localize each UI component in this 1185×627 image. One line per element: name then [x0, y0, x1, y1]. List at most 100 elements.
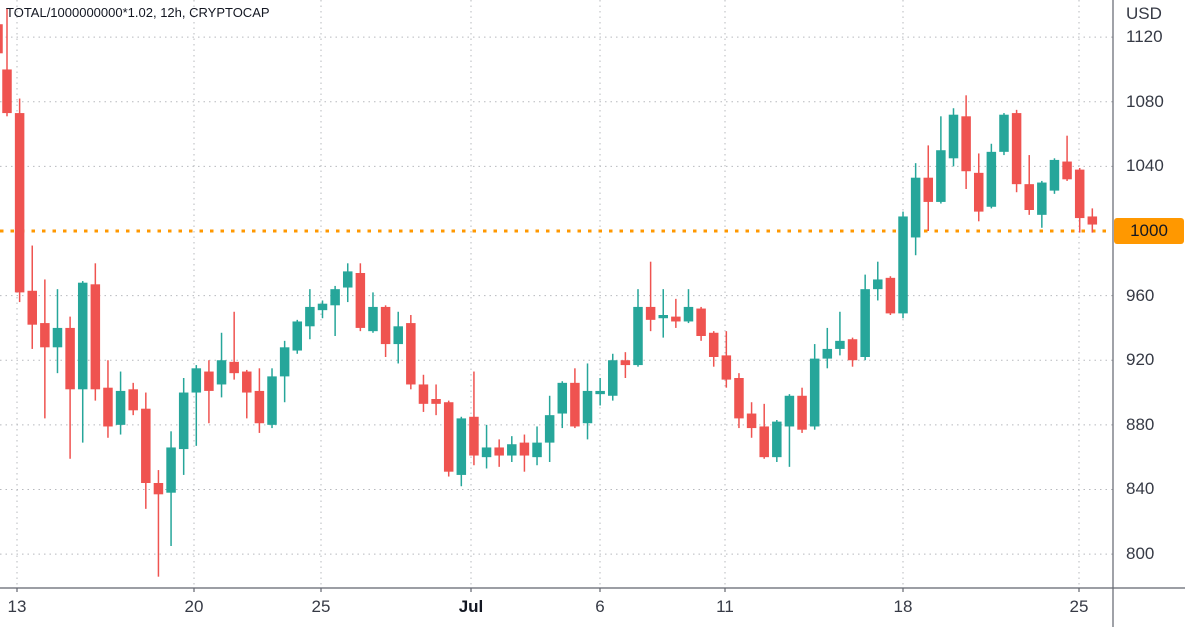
price-line-badge-label: 1000	[1130, 221, 1168, 240]
candle-body	[77, 282, 88, 390]
price-axis-label: 920	[1126, 350, 1155, 370]
candle-wick	[1066, 135, 1068, 181]
candle-wick	[44, 279, 46, 419]
candle-body	[595, 390, 605, 395]
candle-body	[961, 116, 971, 172]
candle-body	[65, 327, 75, 390]
candle-body	[999, 114, 1009, 152]
candle-body	[570, 382, 580, 427]
candle-wick	[246, 369, 248, 419]
candle-body	[380, 306, 391, 345]
currency-label[interactable]: USD	[1126, 4, 1162, 23]
candle-body	[507, 444, 517, 456]
candle-body	[1074, 169, 1085, 219]
candle-body	[355, 273, 366, 328]
candle-body	[910, 177, 921, 238]
candle-wick	[208, 360, 210, 424]
candle-body	[936, 150, 946, 202]
candle-body	[2, 69, 12, 114]
candle-body	[772, 421, 782, 458]
candle-body	[1062, 161, 1072, 180]
candle-body	[166, 447, 176, 493]
candle-body	[608, 360, 618, 396]
price-axis-label: 880	[1126, 414, 1155, 434]
grid	[0, 0, 1113, 588]
candle-body	[342, 271, 353, 288]
candle-wick	[788, 394, 791, 467]
candle-body	[696, 308, 706, 336]
candle-body	[734, 378, 744, 419]
candle-body	[873, 279, 883, 290]
candle-body	[923, 177, 934, 202]
time-axis-label: 25	[1069, 597, 1089, 616]
time-axis[interactable]: 13 20 25 Jul 6 11 18 25	[0, 588, 1185, 627]
candle-body	[658, 315, 668, 319]
candle-body	[317, 303, 328, 311]
candle-body	[797, 395, 807, 430]
candle-body	[835, 340, 845, 349]
price-line-badge: 1000	[1114, 218, 1184, 244]
candle-wick	[687, 289, 690, 324]
candle-body	[242, 371, 252, 393]
candle-body	[368, 306, 378, 332]
price-axis-label: 1040	[1126, 156, 1164, 176]
candle-body	[620, 360, 631, 366]
candle-wick	[334, 285, 336, 336]
candle-body	[115, 390, 126, 425]
price-axis-label: 1080	[1126, 91, 1164, 111]
candle-body	[481, 447, 492, 458]
candle-body	[204, 371, 214, 391]
candle-body	[532, 442, 542, 458]
time-axis-label: 13	[7, 597, 27, 616]
symbol-title[interactable]: TOTAL/1000000000*1.02, 12h, CRYPTOCAP	[6, 5, 270, 20]
candle-body	[544, 415, 555, 443]
candle-body	[633, 306, 643, 366]
candle-wick	[485, 424, 488, 469]
time-axis-label: 18	[893, 597, 913, 616]
candle-body	[582, 390, 593, 424]
candle-body	[254, 390, 265, 424]
candle-body	[393, 326, 403, 345]
candle-body	[683, 306, 694, 322]
candle-body	[27, 290, 37, 325]
candle-body	[469, 416, 479, 456]
candle-body	[898, 216, 908, 314]
candle-body	[1024, 184, 1034, 210]
candle-body	[860, 289, 870, 357]
price-axis-label: 1120	[1126, 27, 1163, 47]
candle-body	[494, 447, 504, 456]
candle-body	[90, 284, 101, 390]
candle-body	[431, 399, 441, 404]
candle-body	[973, 172, 984, 212]
candle-body	[406, 323, 416, 385]
candlestick-series	[0, 8, 1098, 577]
candle-wick	[195, 365, 198, 446]
candle-body	[292, 321, 303, 351]
candle-body	[305, 306, 315, 327]
candle-body	[330, 289, 340, 306]
candle-body	[1087, 216, 1098, 225]
time-axis-label: 20	[184, 597, 204, 616]
price-axis[interactable]: USD 1120 1080 1040 960 920 880 840 800	[1113, 0, 1185, 588]
candle-body	[759, 426, 769, 458]
candle-body	[1049, 159, 1060, 191]
candle-wick	[6, 8, 8, 117]
candle-body	[153, 483, 164, 495]
candle-body	[671, 316, 681, 322]
candle-body	[216, 360, 227, 385]
candle-body	[141, 408, 151, 483]
price-axis-label: 960	[1126, 285, 1155, 305]
candle-body	[14, 113, 25, 293]
candle-body	[645, 306, 656, 320]
candle-body	[103, 387, 113, 427]
candle-wick	[157, 470, 160, 577]
candle-body	[557, 382, 568, 414]
price-axis-label: 800	[1126, 544, 1155, 564]
price-axis-label: 840	[1126, 479, 1155, 499]
candle-wick	[839, 311, 841, 356]
candle-body	[456, 418, 467, 475]
time-axis-label: 11	[716, 597, 734, 616]
